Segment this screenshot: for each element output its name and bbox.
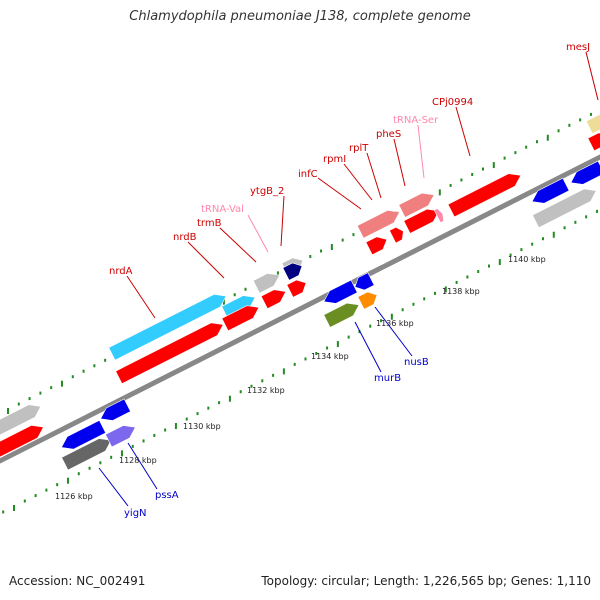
accession-text: Accession: NC_002491 <box>9 574 146 588</box>
gene-label-rplT: rplT <box>349 143 369 154</box>
label-leader-line <box>354 321 382 373</box>
gene-label-pssA: pssA <box>155 490 179 501</box>
gene-label-infC: infC <box>298 169 318 180</box>
gene-label-cpj0994: CPj0994 <box>432 97 473 108</box>
label-leader-line <box>366 152 382 199</box>
scale-label: 1128 kbp <box>119 456 157 465</box>
scale-label: 1136 kbp <box>376 319 414 328</box>
gene-gray-right[interactable] <box>532 184 600 229</box>
gene-red-mesJ[interactable] <box>587 129 600 152</box>
gene-rplT[interactable] <box>389 225 406 244</box>
dna-backbone <box>0 154 600 464</box>
gene-trmB[interactable] <box>252 269 283 294</box>
label-leader-line <box>219 227 257 263</box>
label-leader-line <box>455 106 471 157</box>
gene-mesJ[interactable] <box>585 110 600 135</box>
gene-pssA[interactable] <box>58 419 107 453</box>
gene-label-trna-ser: tRNA-Ser <box>393 115 439 126</box>
gene-blue-mid-b[interactable] <box>352 272 375 294</box>
gene-label-rpml: rpmI <box>323 154 346 165</box>
label-leader-line <box>280 195 285 247</box>
gene-label-nrdA: nrdA <box>109 266 133 277</box>
label-leader-line <box>417 124 425 179</box>
scale-label: 1138 kbp <box>442 287 480 296</box>
label-leader-line <box>393 138 406 187</box>
gene-label-nrdB: nrdB <box>173 232 197 243</box>
label-leader-line <box>127 442 158 490</box>
label-leader-line <box>247 214 269 253</box>
gene-pheS-b[interactable] <box>403 205 442 234</box>
gene-red-left[interactable] <box>0 421 47 464</box>
genome-stats-text: Topology: circular; Length: 1,226,565 bp… <box>261 574 591 588</box>
label-leader-line <box>374 306 413 357</box>
gene-label-trmB: trmB <box>197 218 222 229</box>
gene-label-pheS: pheS <box>376 129 401 140</box>
gene-nrdA[interactable] <box>108 290 230 361</box>
gene-label-yigN: yigN <box>124 508 147 519</box>
gene-label-nusB: nusB <box>404 357 429 368</box>
gene-label-trna-val: tRNA-Val <box>201 204 244 215</box>
gene-label-murB: murB <box>374 373 401 384</box>
label-leader-line <box>126 275 156 319</box>
gene-gray-left[interactable] <box>0 400 44 441</box>
label-leader-line <box>317 177 362 210</box>
gene-blue-mid[interactable] <box>321 279 358 308</box>
gene-murB[interactable] <box>323 299 362 328</box>
scale-label: 1134 kbp <box>311 352 349 361</box>
gene-label-mesJ: mesJ <box>566 42 590 53</box>
label-leader-line <box>343 163 373 201</box>
gene-blue-b[interactable] <box>97 398 131 425</box>
gene-nusB[interactable] <box>357 289 380 310</box>
gene-rpml[interactable] <box>365 233 390 256</box>
label-leader-line <box>585 51 599 101</box>
label-leader-line <box>98 467 129 507</box>
label-leader-line <box>187 241 225 279</box>
gene-pheS[interactable] <box>398 189 437 218</box>
gene-label-ytgB-2: ytgB_2 <box>250 186 284 197</box>
scale-label: 1132 kbp <box>247 386 285 395</box>
gene-red-ytg[interactable] <box>286 277 309 298</box>
gene-CPj0994[interactable] <box>447 169 524 218</box>
map-title: Chlamydophila pneumoniae J138, complete … <box>129 9 471 24</box>
scale-label: 1126 kbp <box>55 492 93 501</box>
scale-label: 1140 kbp <box>508 255 546 264</box>
gene-nrdB[interactable] <box>221 301 262 332</box>
gene-blue-right-b[interactable] <box>568 160 600 189</box>
gene-blue-right[interactable] <box>529 177 570 208</box>
gene-purple[interactable] <box>105 421 138 448</box>
gene-ytgB-2[interactable] <box>282 260 305 281</box>
gene-red-trmB[interactable] <box>260 285 289 310</box>
gene-infC[interactable] <box>356 206 403 239</box>
scale-label: 1130 kbp <box>183 422 221 431</box>
gene-nrdA-product[interactable] <box>115 318 227 385</box>
gene-trna-ser[interactable] <box>433 207 446 224</box>
gene-yigN[interactable] <box>61 434 115 471</box>
